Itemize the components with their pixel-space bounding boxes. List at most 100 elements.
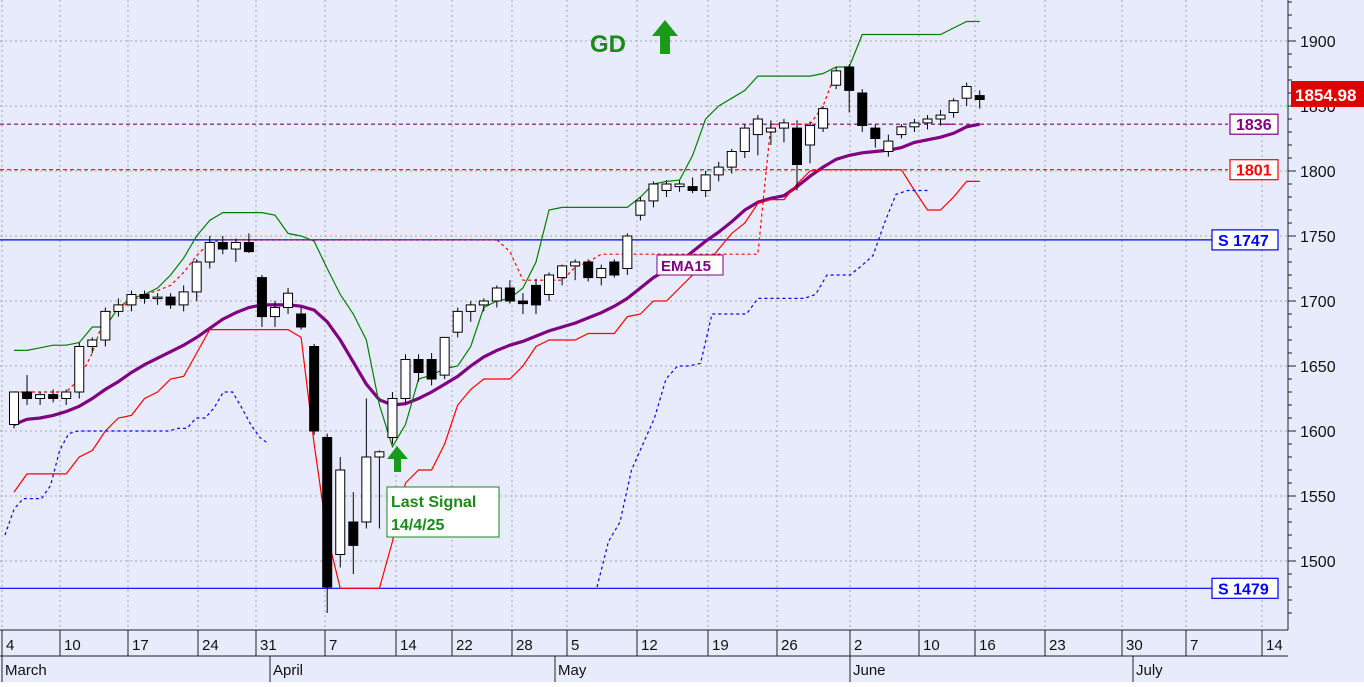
candle-body-up [674,183,685,188]
candle-body-down [322,437,333,588]
candle-body-up [452,310,463,333]
x-tick-label-7: 22 [456,637,473,654]
candle-body-down [857,92,868,126]
candle-body-down [531,284,541,306]
x-tick-label-6: 14 [400,637,417,654]
candle-body-up [948,100,959,114]
series-blue-trail [4,391,270,536]
candle [361,398,372,529]
candle-body-up [478,300,489,306]
candle-body-up [570,261,581,267]
level-label-3: S 1479 [1218,581,1269,598]
candle [818,106,829,132]
candle-body-up [622,235,633,269]
ema-label-box [656,254,724,276]
candle [870,124,881,148]
candle [504,280,515,304]
candle [648,181,659,208]
candle [544,272,555,301]
candle-body-up [831,70,842,86]
candle-body-up [100,310,111,341]
price-tag: 1854.98 [1291,81,1364,107]
price-tag-box [1291,81,1364,107]
x-tick-label-4: 31 [260,637,277,654]
y-tick-label-1800: 1800 [1300,164,1336,181]
candle-body-down [243,242,254,253]
candle-body-up [283,292,294,309]
candle [139,290,150,304]
candle-body-up [439,336,450,376]
candle-body-up [713,166,724,176]
candle-body-up [818,108,829,129]
candle-body-up [883,140,894,153]
candle-body-down [165,296,176,306]
candle [204,236,215,269]
candle-body-up [387,398,398,438]
candle-body-up [739,127,750,153]
last-signal-line1: Last Signal [391,494,476,511]
candle [792,120,802,191]
price-tag-label: 1854.98 [1295,86,1356,105]
candle-body-down [974,95,985,100]
candle-body-down [22,391,33,399]
candle [596,264,607,286]
candle [700,171,711,197]
candle-body-up [557,265,568,279]
candle [517,293,528,314]
series-blue-trail-2 [596,189,931,588]
candle-body-down [413,359,424,373]
candle [374,450,385,529]
x-tick-label-16: 23 [1049,637,1066,654]
last-signal-box [386,486,500,538]
last-signal-line2: 14/4/25 [391,517,444,534]
candle [531,278,541,314]
candle-body-up [61,391,72,399]
candle [217,236,228,255]
candle-body-up [152,296,163,300]
candle [48,389,59,403]
candle-body-up [374,451,385,458]
candle [935,109,946,126]
candle [283,288,294,314]
candle-body-up [765,127,776,133]
candle [478,298,489,312]
candle-body-up [400,359,411,399]
candle-body-down [609,261,620,276]
candle [739,124,750,158]
x-tick-label-3: 24 [202,637,219,654]
candle [491,285,502,308]
month-label-april: April [273,662,303,679]
candle [831,67,842,90]
candle-body-down [687,186,698,192]
candle-body-down [139,294,150,299]
x-tick-label-9: 5 [571,637,579,654]
plot-background [0,0,1288,630]
candle [426,353,437,386]
month-label-march: March [5,662,47,679]
candle [909,119,920,132]
candle-body-up [270,307,280,318]
candle [230,238,241,262]
candle [726,148,737,174]
candle-body-up [9,391,19,425]
level-box-2 [1211,229,1279,251]
candle-body-up [752,118,763,136]
level-box-0 [1229,113,1279,135]
candle [805,121,816,164]
y-tick-label-1650: 1650 [1300,359,1336,376]
candle [387,392,398,444]
candle [270,301,280,327]
candlesticks [9,64,985,613]
candle-body-up [178,291,189,306]
annotations: GD EMA15 Last Signal 14/4/25 [386,20,724,538]
candle-body-up [778,122,789,129]
candle [400,354,411,405]
candle-body-up [126,294,137,306]
candle-body-down [426,359,437,380]
candle [896,124,907,139]
candle-body-up [661,183,672,191]
candle [661,180,672,197]
level-label-2: S 1747 [1218,233,1269,250]
candle [622,233,633,275]
candle [126,290,137,312]
